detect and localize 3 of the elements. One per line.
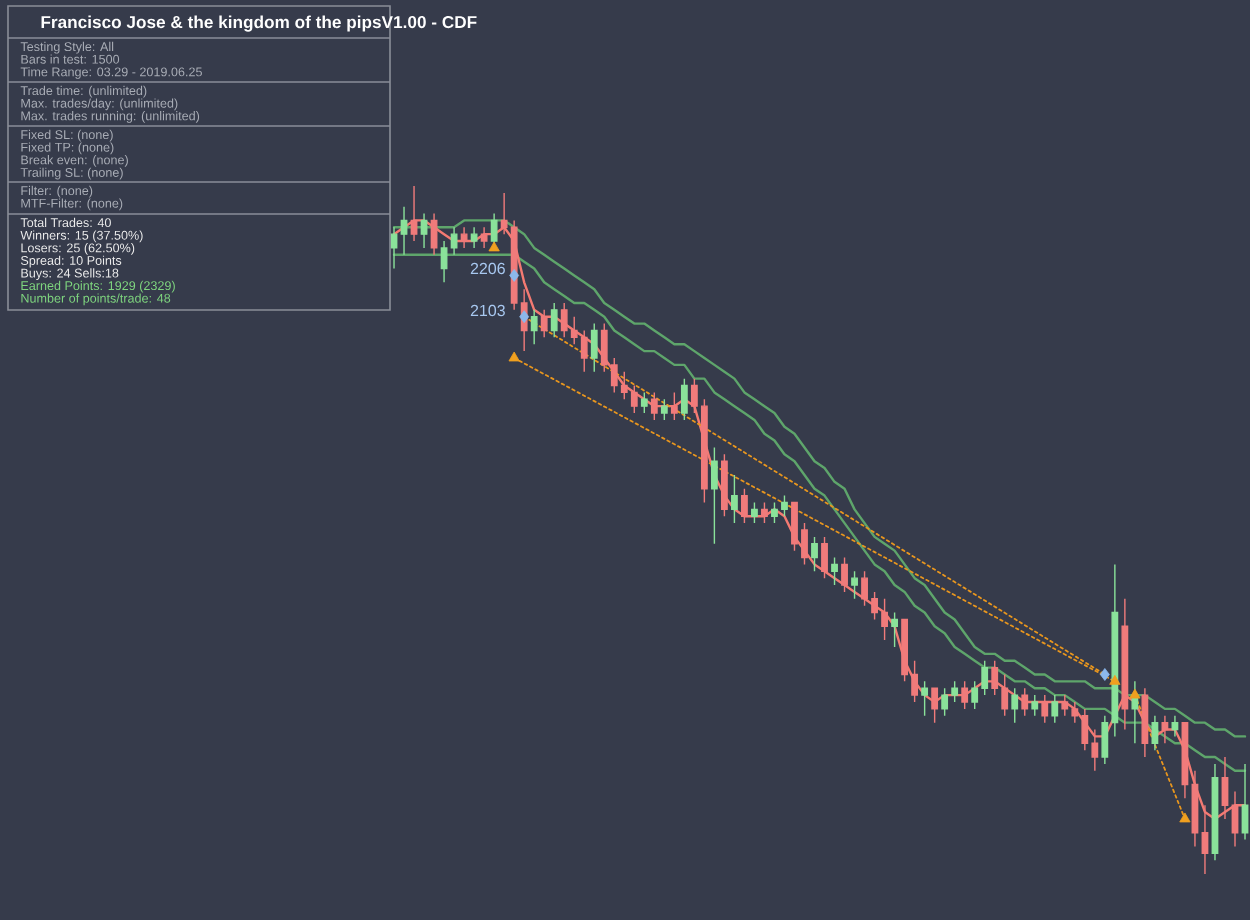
annotation: 2103 <box>470 304 505 317</box>
annotation: 2206 <box>470 262 505 275</box>
chart-title: Francisco Jose & the kingdom of the pipsV1.00 - CDF <box>41 15 477 32</box>
